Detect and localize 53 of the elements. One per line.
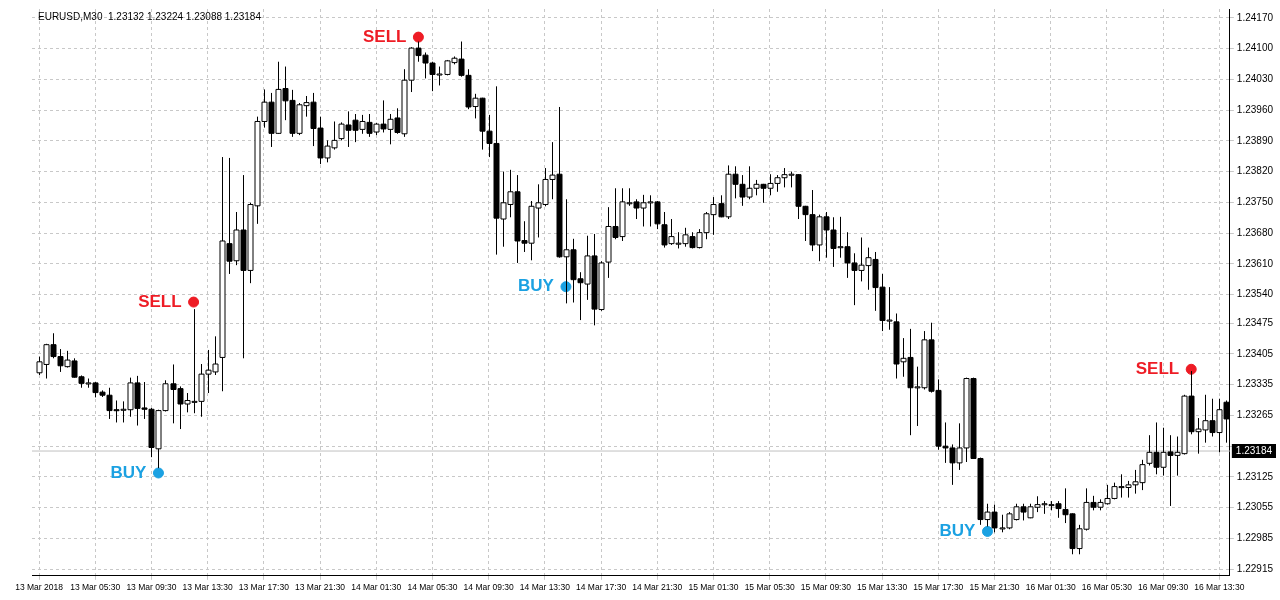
y-tick-label: 1.23680 — [1236, 226, 1274, 238]
text: BUY — [939, 521, 976, 541]
y-tick-label: 1.23335 — [1236, 378, 1274, 390]
x-tick-label: 15 Mar 17:30 — [913, 582, 964, 593]
x-tick-label: 13 Mar 21:30 — [295, 582, 346, 593]
y-tick-label: 1.24100 — [1236, 42, 1274, 54]
y-tick-label: 1.23405 — [1236, 347, 1274, 359]
y-tick-label: 1.24030 — [1236, 73, 1274, 85]
point — [188, 296, 200, 308]
x-tick-label: 16 Mar 09:30 — [1138, 582, 1189, 593]
x-tick-label: 13 Mar 09:30 — [126, 582, 177, 593]
x-tick-label: 16 Mar 01:30 — [1025, 582, 1077, 593]
x-tick-label: 16 Mar 05:30 — [1081, 582, 1133, 593]
y-tick-label: 1.22985 — [1236, 532, 1274, 544]
text: SELL — [1135, 358, 1180, 378]
x-tick-label: 16 Mar 13:30 — [1194, 582, 1245, 593]
x-tick-label: 14 Mar 17:30 — [576, 582, 627, 593]
x-tick-label: 15 Mar 05:30 — [744, 582, 795, 593]
series-label: BUY — [518, 276, 555, 296]
text: SELL — [362, 26, 407, 46]
y-tick-label: 1.22915 — [1236, 562, 1274, 574]
ref-line-label: 1.23184 — [1235, 444, 1273, 456]
x-tick-label: 13 Mar 17:30 — [238, 582, 290, 593]
x-tick-label: 13 Mar 13:30 — [182, 582, 233, 593]
point — [1185, 363, 1197, 375]
y-tick-label: 1.23055 — [1236, 501, 1274, 513]
y-tick-label: 1.23960 — [1236, 103, 1274, 115]
x-tick-label: 14 Mar 05:30 — [407, 582, 458, 593]
x-tick-label: 13 Mar 05:30 — [70, 582, 121, 593]
x-tick-label: 13 Mar 2018 — [15, 582, 64, 593]
x-tick-label: 15 Mar 09:30 — [800, 582, 852, 593]
chart-title: EURUSD,M30 1.23132 1.23224 1.23088 1.23184 — [38, 10, 262, 22]
y-tick-label: 1.23540 — [1236, 288, 1274, 300]
y-tick-label: 1.23125 — [1236, 470, 1274, 482]
point — [412, 31, 424, 43]
y-tick-label: 1.23610 — [1236, 257, 1274, 269]
x-tick-label: 14 Mar 13:30 — [519, 582, 571, 593]
x-tick-label: 14 Mar 21:30 — [632, 582, 683, 593]
point — [152, 467, 164, 479]
y-tick-label: 1.23890 — [1236, 134, 1274, 146]
x-tick-label: 15 Mar 13:30 — [857, 582, 908, 593]
x-tick-label: 15 Mar 21:30 — [969, 582, 1020, 593]
x-tick-label: 15 Mar 01:30 — [688, 582, 739, 593]
x-tick-label: 14 Mar 01:30 — [351, 582, 402, 593]
y-tick-label: 1.23475 — [1236, 316, 1274, 328]
y-tick-label: 1.23750 — [1236, 196, 1274, 208]
point — [981, 525, 993, 537]
y-tick-label: 1.24170 — [1236, 11, 1274, 23]
text: BUY — [110, 462, 147, 482]
x-tick-label: 14 Mar 09:30 — [463, 582, 514, 593]
series-label: SELL — [138, 291, 182, 311]
y-tick-label: 1.23265 — [1236, 409, 1274, 421]
y-tick-label: 1.23820 — [1236, 165, 1274, 177]
